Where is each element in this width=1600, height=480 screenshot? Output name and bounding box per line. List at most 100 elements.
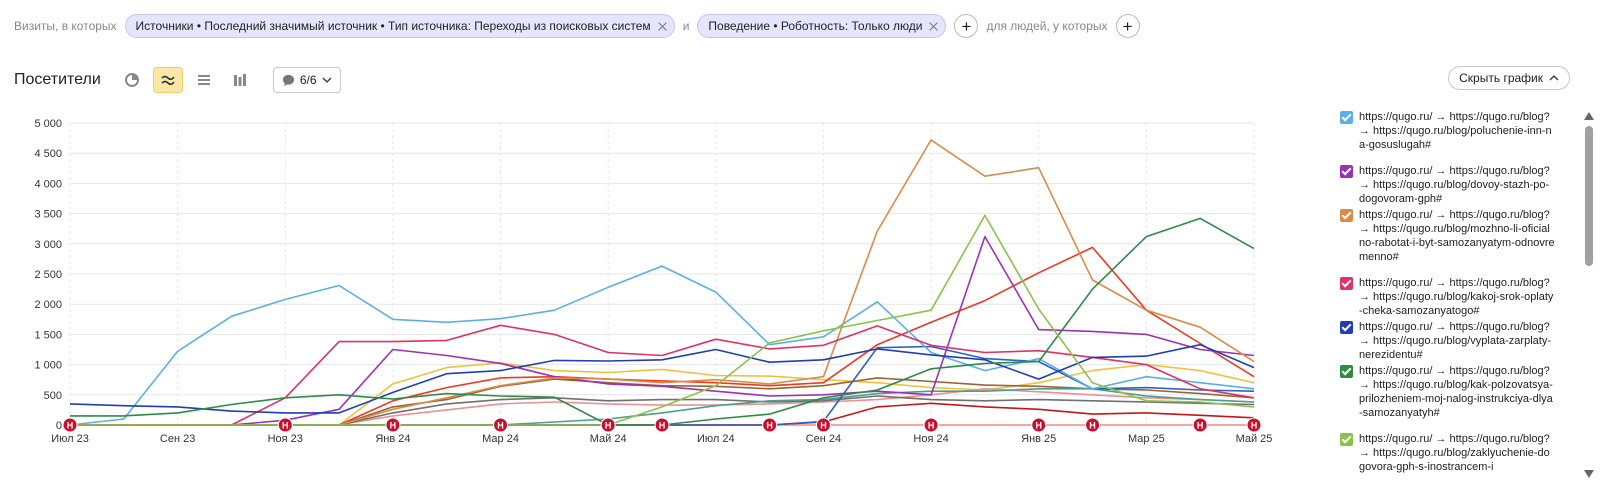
legend-label: https://qugo.ru/ → https://qugo.ru/blog?…: [1359, 209, 1555, 263]
legend-checkbox-icon[interactable]: [1340, 321, 1353, 334]
pie-chart-button[interactable]: [117, 67, 147, 93]
legend-item[interactable]: https://qugo.ru/ → https://qugo.ru/blog?…: [1340, 208, 1555, 264]
annotation-marker-label: Н: [766, 421, 773, 431]
annotation-marker: [1246, 417, 1262, 433]
annotation-marker-label: Н: [1089, 421, 1096, 431]
y-tick-label: 4 500: [34, 148, 62, 160]
comment-icon: [282, 74, 294, 86]
filter-conjunction: и: [682, 19, 690, 33]
x-tick-label: Май 25: [1236, 433, 1273, 445]
legend-item[interactable]: https://qugo.ru/ → https://qugo.ru/blog?…: [1340, 110, 1555, 152]
chevron-up-icon: [1549, 75, 1559, 81]
area-chart-icon: [197, 75, 210, 85]
annotation-marker-label: Н: [820, 421, 827, 431]
remove-filter-robot-icon[interactable]: [928, 21, 939, 32]
annotation-marker-label: Н: [1197, 421, 1204, 431]
area-chart-button[interactable]: [189, 67, 219, 93]
filter-chip-robot-label: Поведение • Роботность: Только люди: [708, 19, 923, 33]
series-line: [70, 139, 1255, 426]
annotation-marker: [762, 417, 778, 433]
series-line: [69, 343, 1255, 414]
x-tick-label: Мар 25: [1128, 433, 1165, 445]
annotation-marker: [815, 417, 831, 433]
legend-checkbox-icon[interactable]: [1340, 165, 1353, 178]
annotation-marker: [1192, 417, 1208, 433]
annotation-marker: [493, 417, 509, 433]
y-tick-label: 2 000: [34, 299, 62, 311]
chevron-down-icon: [322, 77, 331, 83]
filter-chip-source-label: Источники • Последний значимый источник …: [135, 19, 651, 33]
x-tick-label: Мар 24: [482, 433, 519, 445]
annotation-marker: [1031, 417, 1047, 433]
legend-item[interactable]: https://qugo.ru/ → https://qugo.ru/blog?…: [1340, 164, 1555, 206]
annotation-marker-label: Н: [605, 421, 612, 431]
legend-item[interactable]: https://qugo.ru/ → https://qugo.ru/blog?…: [1340, 276, 1555, 318]
bar-chart-icon: [233, 74, 246, 86]
y-tick-label: 3 000: [34, 239, 62, 251]
annotation-marker-label: Н: [1251, 421, 1258, 431]
legend-label: https://qugo.ru/ → https://qugo.ru/blog?…: [1359, 277, 1554, 317]
page-title: Посетители: [14, 71, 101, 88]
legend-label: https://qugo.ru/ → https://qugo.ru/blog?…: [1359, 321, 1551, 361]
annotation-marker: [654, 417, 670, 433]
y-tick-label: 0: [56, 420, 62, 432]
remove-filter-source-icon[interactable]: [657, 21, 668, 32]
filter-chip-robot[interactable]: Поведение • Роботность: Только люди: [697, 14, 947, 38]
legend-label: https://qugo.ru/ → https://qugo.ru/blog?…: [1359, 365, 1553, 419]
y-tick-label: 5 000: [34, 118, 62, 130]
legend-checkbox-icon[interactable]: [1340, 277, 1353, 290]
y-tick-label: 500: [44, 390, 62, 402]
legend-checkbox-icon[interactable]: [1340, 365, 1353, 378]
line-chart-icon: [161, 75, 175, 86]
series-line: [70, 324, 1255, 426]
filter-chip-source[interactable]: Источники • Последний значимый источник …: [124, 14, 675, 38]
x-tick-label: Сен 24: [806, 433, 841, 445]
annotation-marker-label: Н: [390, 421, 397, 431]
y-tick-label: 3 500: [34, 209, 62, 221]
x-tick-label: Ноя 23: [268, 433, 303, 445]
add-user-filter-button[interactable]: +: [1115, 14, 1140, 38]
plus-icon: +: [961, 16, 972, 36]
legend-scroll-thumb[interactable]: [1585, 126, 1593, 266]
bar-chart-button[interactable]: [225, 67, 255, 93]
y-tick-label: 1 500: [34, 329, 62, 341]
legend-checkbox-icon[interactable]: [1340, 111, 1353, 124]
series-toggle-label: 6/6: [299, 73, 317, 87]
annotation-marker: [600, 417, 616, 433]
legend-checkbox-icon[interactable]: [1340, 433, 1353, 446]
hide-chart-button[interactable]: Скрыть график: [1448, 66, 1570, 90]
plus-icon: +: [1122, 16, 1133, 36]
add-visit-filter-button[interactable]: +: [954, 14, 979, 38]
series-line: [70, 235, 1255, 426]
legend-checkbox-icon[interactable]: [1340, 209, 1353, 222]
legend-label: https://qugo.ru/ → https://qugo.ru/blog?…: [1359, 165, 1550, 205]
y-tick-label: 1 000: [34, 360, 62, 372]
filter-prefix: Визиты, в которых: [14, 19, 117, 33]
visitors-line-chart: 0 500 1 000 1 500 2 000 2 500 3 000 3 500 4 000 4…: [34, 118, 1273, 445]
annotation-marker: [62, 417, 78, 433]
hide-chart-label: Скрыть график: [1459, 71, 1543, 85]
annotation-marker: [385, 417, 401, 433]
annotation-marker-label: Н: [67, 421, 74, 431]
annotation-marker-label: Н: [659, 421, 666, 431]
x-tick-label: Июл 23: [51, 433, 89, 445]
x-tick-label: Янв 25: [1021, 433, 1056, 445]
legend-scrollbar[interactable]: [1584, 112, 1594, 478]
legend-item[interactable]: https://qugo.ru/ → https://qugo.ru/blog?…: [1340, 432, 1555, 474]
legend-item[interactable]: https://qugo.ru/ → https://qugo.ru/blog?…: [1340, 364, 1555, 420]
series-line: [70, 214, 1255, 426]
x-tick-label: Янв 24: [375, 433, 410, 445]
annotation-marker: [1085, 417, 1101, 433]
y-tick-label: 2 500: [34, 269, 62, 281]
annotation-marker-label: Н: [282, 421, 289, 431]
scroll-down-icon[interactable]: [1584, 470, 1594, 478]
x-tick-label: Сен 23: [160, 433, 195, 445]
chart-legend: https://qugo.ru/ → https://qugo.ru/blog?…: [1340, 108, 1590, 480]
annotation-marker-label: Н: [497, 421, 504, 431]
series-toggle-button[interactable]: 6/6: [272, 67, 341, 93]
x-tick-label: Май 24: [590, 433, 627, 445]
legend-label: https://qugo.ru/ → https://qugo.ru/blog?…: [1359, 111, 1552, 151]
legend-item[interactable]: https://qugo.ru/ → https://qugo.ru/blog?…: [1340, 320, 1555, 362]
scroll-up-icon[interactable]: [1584, 112, 1594, 120]
line-chart-button[interactable]: [152, 67, 183, 93]
